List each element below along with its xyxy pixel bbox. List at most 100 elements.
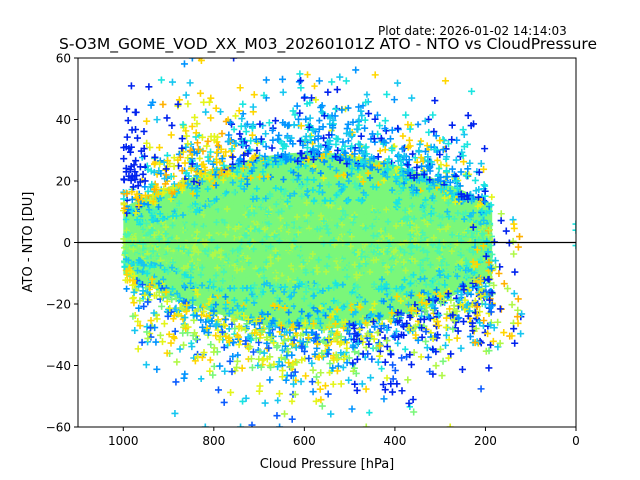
scatter-point <box>261 399 269 407</box>
scatter-point <box>205 98 213 106</box>
scatter-point <box>215 290 222 297</box>
scatter-point <box>362 143 370 151</box>
scatter-point <box>370 155 378 163</box>
scatter-point <box>370 211 377 218</box>
scatter-point <box>165 331 173 338</box>
scatter-point <box>441 263 449 271</box>
scatter-point <box>325 202 332 209</box>
scatter-point <box>444 140 452 148</box>
scatter-point <box>397 262 405 269</box>
scatter-point <box>248 131 256 139</box>
scatter-point <box>276 196 284 204</box>
scatter-point <box>284 245 292 253</box>
scatter-point <box>427 253 434 261</box>
scatter-point <box>464 111 472 119</box>
scatter-point <box>226 200 234 207</box>
scatter-point <box>139 268 146 276</box>
scatter-point <box>438 203 446 210</box>
scatter-point <box>385 243 393 250</box>
scatter-point <box>430 225 438 233</box>
scatter-point <box>348 306 355 314</box>
scatter-point <box>384 254 392 261</box>
scatter-point <box>216 238 223 245</box>
scatter-point <box>260 274 268 282</box>
scatter-point <box>184 180 192 188</box>
scatter-point <box>203 142 211 150</box>
scatter-point <box>187 164 195 172</box>
scatter-point <box>466 246 473 253</box>
scatter-point <box>210 283 217 290</box>
scatter-point <box>146 235 153 242</box>
scatter-point <box>451 215 458 223</box>
scatter-point <box>172 378 180 386</box>
scatter-point <box>199 238 207 245</box>
scatter-point <box>222 148 230 156</box>
scatter-point <box>306 114 314 122</box>
scatter-point <box>384 166 392 174</box>
scatter-point <box>124 117 132 125</box>
scatter-point <box>502 227 510 235</box>
scatter-point <box>342 189 350 197</box>
scatter-point <box>408 255 416 263</box>
scatter-point <box>357 304 364 311</box>
scatter-point <box>130 246 137 253</box>
scatter-point <box>441 234 448 242</box>
scatter-point <box>120 235 127 243</box>
scatter-point <box>311 136 319 144</box>
scatter-point <box>288 398 296 405</box>
scatter-point <box>228 165 236 173</box>
scatter-point <box>366 174 374 182</box>
scatter-point <box>262 76 270 84</box>
scatter-point <box>222 117 230 125</box>
scatter-point <box>315 77 323 85</box>
scatter-point <box>397 246 404 253</box>
scatter-point <box>424 248 431 256</box>
scatter-point <box>458 365 466 373</box>
scatter-point <box>341 183 349 191</box>
scatter-point <box>330 381 337 388</box>
scatter-point <box>231 242 238 250</box>
scatter-point <box>355 226 362 234</box>
scatter-point <box>151 231 158 239</box>
scatter-point <box>417 261 424 269</box>
scatter-point <box>481 145 489 153</box>
scatter-point <box>362 224 369 232</box>
scatter-point <box>474 223 481 230</box>
scatter-point <box>170 162 178 170</box>
scatter-point <box>317 199 324 206</box>
scatter-point <box>215 227 223 234</box>
scatter-point <box>156 224 163 231</box>
scatter-point <box>244 175 251 183</box>
scatter-point <box>406 171 414 179</box>
scatter-point <box>204 185 211 193</box>
scatter-point <box>362 98 370 106</box>
scatter-point <box>510 290 518 298</box>
scatter-point <box>338 195 345 203</box>
scatter-point <box>272 184 279 192</box>
scatter-point <box>472 187 480 195</box>
scatter-point <box>295 164 302 171</box>
scatter-point <box>357 132 365 140</box>
scatter-point <box>153 365 161 373</box>
scatter-point <box>248 421 256 427</box>
scatter-point <box>442 191 449 199</box>
scatter-point <box>357 107 365 115</box>
scatter-point <box>190 178 198 186</box>
scatter-point <box>351 180 359 187</box>
scatter-point <box>328 224 335 231</box>
scatter-point <box>405 208 413 215</box>
scatter-point <box>334 250 342 258</box>
scatter-point <box>318 402 326 410</box>
scatter-point <box>197 271 205 279</box>
scatter-point <box>315 315 322 322</box>
scatter-point <box>217 232 225 240</box>
scatter-point <box>265 119 273 127</box>
scatter-point <box>386 238 394 245</box>
scatter-point <box>320 217 328 225</box>
scatter-point <box>394 79 402 87</box>
scatter-point <box>297 77 305 85</box>
scatter-point <box>222 231 229 238</box>
scatter-point <box>362 260 370 267</box>
scatter-point <box>474 193 482 201</box>
scatter-point <box>266 376 274 384</box>
